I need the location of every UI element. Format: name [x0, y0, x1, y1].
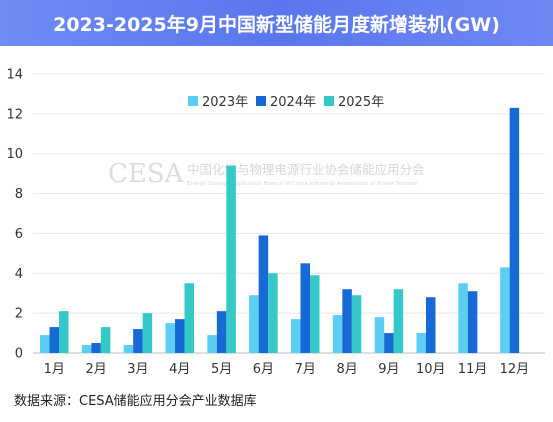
bar-2025年-6月 — [268, 273, 278, 353]
watermark-logo-text: CESA — [108, 159, 185, 189]
y-tick-label: 14 — [6, 68, 23, 83]
bar-2024年-2月 — [91, 343, 101, 353]
bar-2024年-6月 — [258, 235, 269, 353]
bar-2023年-8月 — [332, 315, 343, 353]
legend-label-2025年: 2025年 — [338, 95, 384, 110]
y-tick-label: 8 — [15, 187, 23, 202]
x-tick-label: 6月 — [253, 362, 274, 377]
bar-2025年-1月 — [59, 311, 69, 353]
y-tick-label: 4 — [15, 267, 23, 282]
bar-2025年-5月 — [226, 165, 236, 353]
legend-swatch-2024年 — [256, 96, 266, 106]
bar-2023年-6月 — [249, 295, 259, 353]
bar-2025年-4月 — [184, 283, 194, 353]
x-tick-label: 1月 — [44, 362, 65, 377]
y-tick-label: 2 — [15, 307, 23, 322]
bar-2023年-12月 — [500, 267, 510, 353]
bar-2024年-4月 — [175, 319, 185, 353]
x-tick-label: 9月 — [378, 362, 399, 377]
bar-2023年-4月 — [165, 323, 175, 353]
legend-label-2023年: 2023年 — [202, 95, 248, 110]
watermark-cn-text: 中国化学与物理电源行业协会储能应用分会 — [187, 162, 425, 177]
legend-label-2024年: 2024年 — [270, 95, 316, 110]
y-tick-label: 10 — [6, 147, 23, 162]
x-tick-label: 5月 — [211, 362, 232, 377]
bar-2024年-1月 — [49, 327, 59, 353]
bar-2025年-3月 — [142, 313, 153, 353]
watermark-en-text: Energy Storage Application Branch of Chi… — [187, 181, 417, 187]
bar-2025年-7月 — [310, 275, 320, 353]
bar-2023年-2月 — [81, 345, 92, 353]
y-tick-label: 0 — [15, 347, 23, 362]
x-tick-label: 11月 — [458, 362, 488, 377]
bar-2025年-2月 — [100, 327, 111, 353]
chart-title: 2023-2025年9月中国新型储能月度新增装机(GW) — [53, 13, 500, 36]
y-tick-label: 6 — [15, 227, 23, 242]
bar-2023年-11月 — [458, 283, 468, 353]
legend: 2023年 2024年 2025年 — [188, 95, 384, 110]
y-axis-ticks: 0 2 4 6 8 10 12 14 — [6, 68, 23, 362]
x-tick-label: 4月 — [169, 362, 190, 377]
y-tick-label: 12 — [6, 107, 23, 122]
x-tick-label: 3月 — [127, 362, 148, 377]
legend-swatch-2023年 — [188, 96, 198, 106]
cesa-watermark-logo: CESA 中国化学与物理电源行业协会储能应用分会 Energy Storage … — [108, 159, 425, 189]
bar-2025年-9月 — [393, 289, 404, 353]
x-tick-label: 2月 — [85, 362, 106, 377]
bar-chart: CESA 中国化学与物理电源行业协会储能应用分会 Energy Storage … — [6, 68, 545, 377]
bar-2024年-10月 — [426, 297, 436, 353]
x-tick-label: 7月 — [295, 362, 316, 377]
x-tick-label: 10月 — [416, 362, 446, 377]
bar-2023年-7月 — [291, 319, 301, 353]
x-tick-label: 8月 — [336, 362, 357, 377]
bar-2024年-3月 — [133, 329, 143, 353]
bar-2024年-12月 — [509, 107, 520, 353]
title-banner: 2023-2025年9月中国新型储能月度新增装机(GW) — [0, 0, 553, 46]
bar-2023年-1月 — [40, 335, 50, 353]
bar-2024年-7月 — [300, 263, 310, 353]
data-source-note: 数据来源：CESA储能应用分会产业数据库 — [14, 394, 257, 409]
bar-2023年-10月 — [416, 333, 426, 353]
x-axis-ticks: 1月 2月 3月 4月 5月 6月 7月 8月 9月 10月 11月 12月 — [44, 362, 530, 377]
bar-2023年-3月 — [123, 345, 134, 353]
grid-lines — [33, 73, 545, 354]
bar-2024年-11月 — [467, 291, 478, 353]
bar-2025年-8月 — [351, 295, 362, 353]
bar-2024年-8月 — [342, 289, 352, 353]
bar-2023年-5月 — [207, 335, 217, 353]
x-tick-label: 12月 — [500, 362, 530, 377]
legend-swatch-2025年 — [324, 96, 334, 106]
bar-2024年-9月 — [384, 333, 394, 353]
bars — [40, 107, 520, 353]
bar-2023年-9月 — [374, 317, 385, 353]
bar-2024年-5月 — [216, 311, 227, 353]
